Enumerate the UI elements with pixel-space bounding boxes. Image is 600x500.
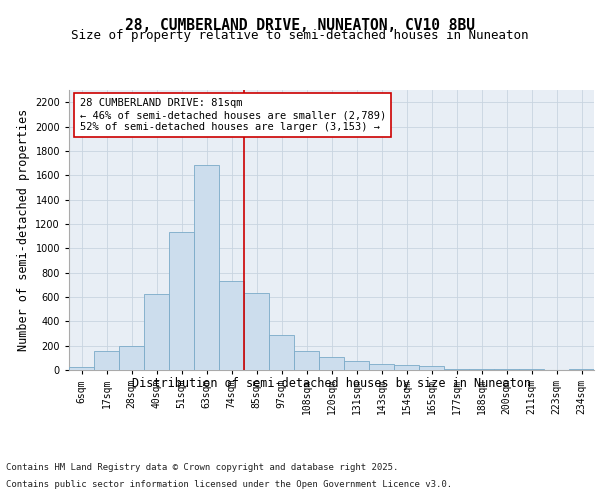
Bar [294,351,319,370]
Bar [219,281,244,370]
Text: 28 CUMBERLAND DRIVE: 81sqm
← 46% of semi-detached houses are smaller (2,789)
52%: 28 CUMBERLAND DRIVE: 81sqm ← 46% of semi… [79,98,386,132]
Text: Size of property relative to semi-detached houses in Nuneaton: Size of property relative to semi-detach… [71,29,529,42]
Bar [569,369,594,370]
Bar [369,364,394,370]
Text: Distribution of semi-detached houses by size in Nuneaton: Distribution of semi-detached houses by … [133,378,532,390]
Text: 28, CUMBERLAND DRIVE, NUNEATON, CV10 8BU: 28, CUMBERLAND DRIVE, NUNEATON, CV10 8BU [125,18,475,32]
Bar [319,356,344,370]
Bar [119,346,144,370]
Bar [394,365,419,370]
Y-axis label: Number of semi-detached properties: Number of semi-detached properties [17,109,29,351]
Bar [69,367,94,370]
Text: Contains HM Land Registry data © Crown copyright and database right 2025.: Contains HM Land Registry data © Crown c… [6,464,398,472]
Bar [194,166,219,370]
Bar [144,294,169,370]
Bar [269,334,294,370]
Bar [94,351,119,370]
Bar [419,366,444,370]
Bar [344,361,369,370]
Bar [169,232,194,370]
Text: Contains public sector information licensed under the Open Government Licence v3: Contains public sector information licen… [6,480,452,489]
Bar [244,294,269,370]
Bar [444,368,469,370]
Bar [519,369,544,370]
Bar [469,369,494,370]
